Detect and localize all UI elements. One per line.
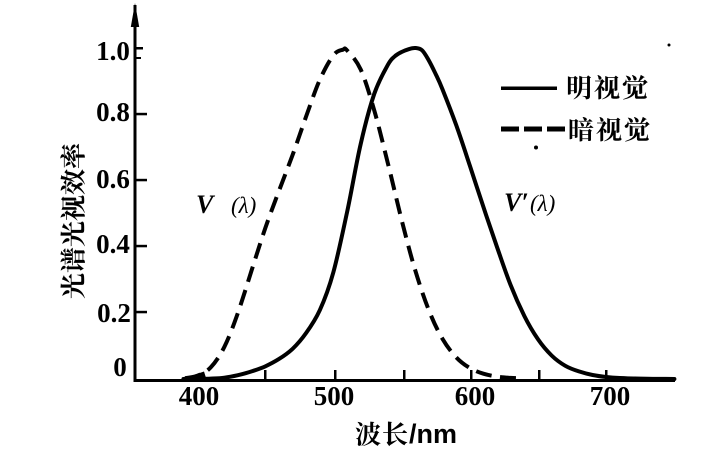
- svg-text:(λ): (λ): [231, 193, 256, 218]
- svg-text:0: 0: [113, 352, 127, 382]
- svg-text:(λ): (λ): [530, 191, 555, 216]
- svg-text:700: 700: [590, 381, 631, 411]
- svg-text:0.4: 0.4: [96, 229, 130, 259]
- svg-text:600: 600: [455, 381, 496, 411]
- svg-text:500: 500: [314, 381, 355, 411]
- svg-text:/nm: /nm: [409, 419, 457, 449]
- svg-text:1.0: 1.0: [96, 36, 130, 66]
- svg-text:0.2: 0.2: [97, 298, 131, 328]
- svg-text:0.8: 0.8: [96, 97, 130, 127]
- svg-text:V: V: [196, 190, 216, 219]
- svg-text:V′: V′: [504, 188, 529, 217]
- svg-text:400: 400: [179, 381, 220, 411]
- svg-text:0.6: 0.6: [96, 164, 130, 194]
